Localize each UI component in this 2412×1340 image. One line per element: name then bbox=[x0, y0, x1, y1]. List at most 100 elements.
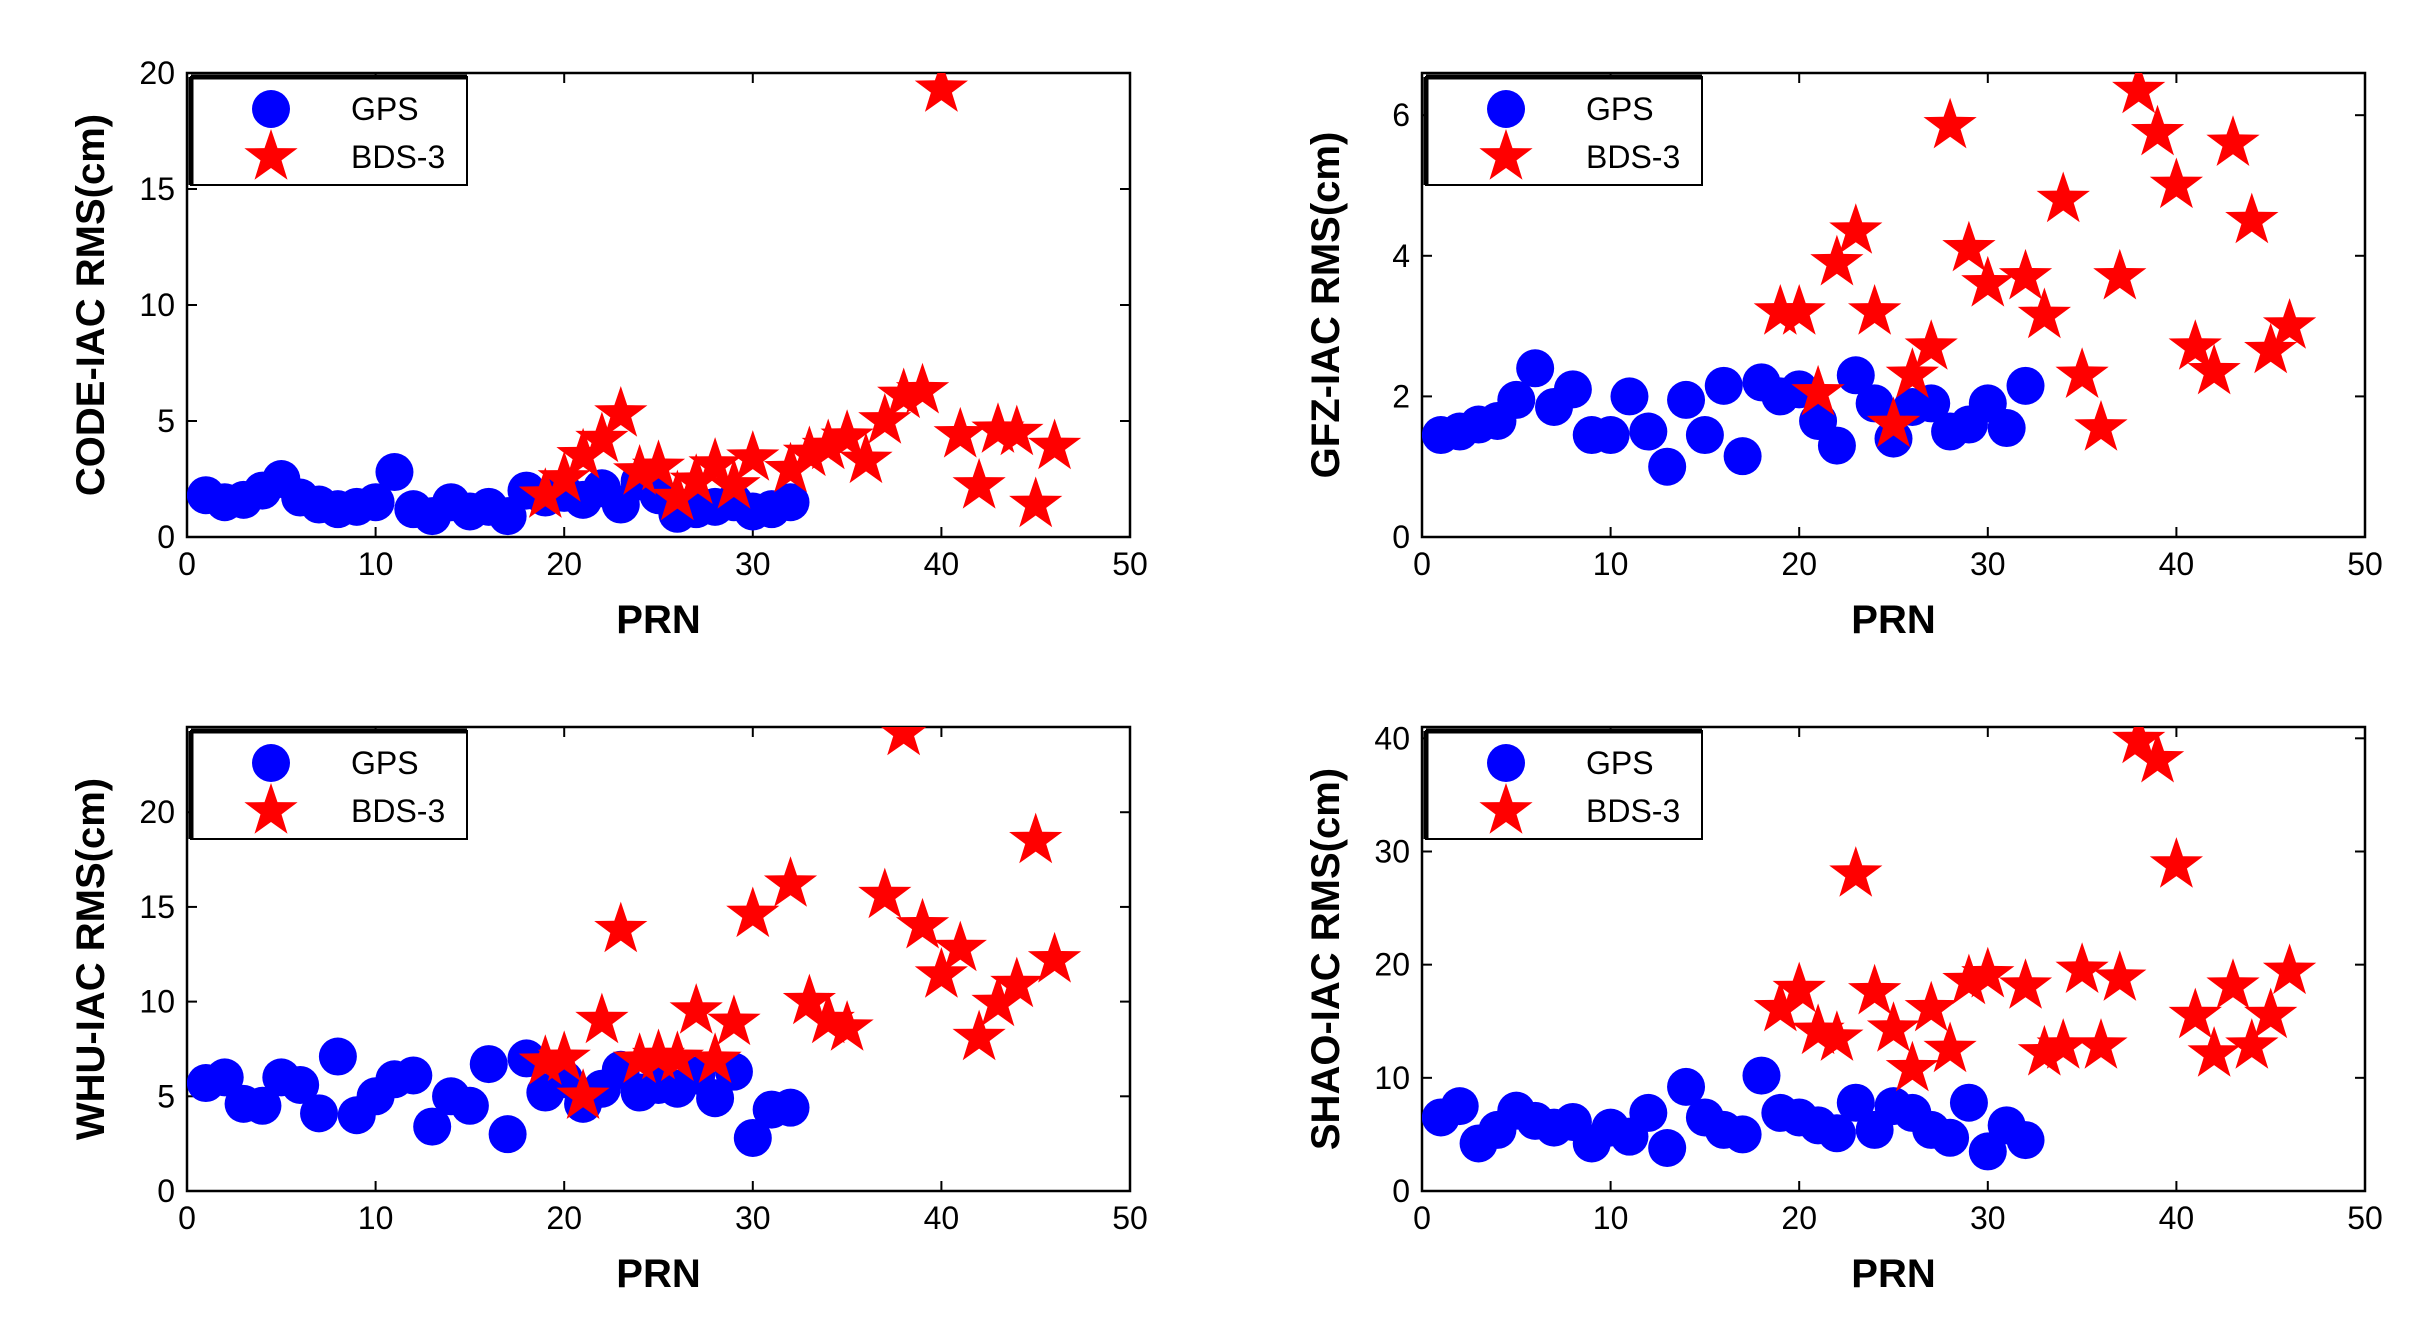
bds3-point bbox=[575, 411, 629, 463]
chart-whu: 0 10 20 30 40 50 0 5 10 15 20 PRN WHU-IAC RMS(cm) GPS… bbox=[69, 725, 1148, 1296]
y-tick-label-whu: 15 bbox=[139, 889, 175, 925]
bds3-point bbox=[537, 1030, 591, 1082]
bds3-point bbox=[613, 444, 667, 495]
gps-point bbox=[1610, 377, 1649, 416]
bds3-point bbox=[2036, 1018, 2090, 1069]
x-tick-label-code: 0 bbox=[178, 546, 196, 582]
bds3-point bbox=[2187, 343, 2241, 395]
legend-code bbox=[190, 76, 468, 186]
plot-area-whu bbox=[187, 727, 1082, 1157]
y-tick-label-shao: 10 bbox=[1374, 1060, 1410, 1096]
bds3-point bbox=[518, 1034, 572, 1085]
bds3-point bbox=[1998, 248, 2053, 300]
bds3-point bbox=[2130, 731, 2185, 783]
gps-point bbox=[1912, 384, 1951, 423]
x-tick-label-code: 40 bbox=[924, 546, 960, 582]
x-tick-label-gfz: 40 bbox=[2159, 546, 2195, 582]
gps-point bbox=[375, 453, 414, 492]
bds3-point bbox=[1904, 319, 1958, 370]
x-tick-label-whu: 50 bbox=[1112, 1200, 1148, 1236]
bds3-point bbox=[933, 406, 987, 458]
chart-shao: 0 10 20 30 40 50 0 10 20 30 40 PRN SHAO-IAC RMS(cm) G… bbox=[1304, 720, 2383, 1296]
legend-gps-marker bbox=[252, 90, 290, 128]
bds3-point bbox=[594, 901, 648, 953]
x-tick-label-shao: 40 bbox=[2159, 1200, 2195, 1236]
legend-bds3-marker bbox=[1479, 783, 1533, 834]
bds3-point bbox=[726, 430, 780, 481]
x-tick-label-whu: 10 bbox=[358, 1200, 394, 1236]
y-tick-label-gfz: 6 bbox=[1392, 97, 1410, 133]
bds3-point bbox=[556, 427, 610, 479]
x-tick-label-whu: 0 bbox=[178, 1200, 196, 1236]
bds3-point bbox=[2017, 1024, 2071, 1076]
gps-point bbox=[488, 1115, 527, 1154]
gps-point bbox=[1516, 349, 1555, 388]
y-tick-label-code: 0 bbox=[157, 519, 175, 555]
gps-point bbox=[469, 1045, 508, 1084]
bds3-point bbox=[1810, 1010, 1864, 1061]
y-axis-label-whu: WHU-IAC RMS(cm) bbox=[69, 778, 113, 1140]
bds3-point bbox=[2262, 943, 2317, 995]
bds3-point bbox=[650, 1030, 704, 1082]
legend-label-gps: GPS bbox=[1586, 91, 1654, 127]
bds3-point bbox=[914, 73, 968, 112]
bds3-point bbox=[895, 897, 950, 949]
bds3-point bbox=[952, 1009, 1006, 1061]
gps-point bbox=[1685, 416, 1724, 455]
gps-point bbox=[1742, 1056, 1781, 1095]
bds3-point bbox=[669, 983, 723, 1034]
x-tick-label-code: 50 bbox=[1112, 546, 1148, 582]
bds3-point bbox=[2017, 287, 2071, 339]
legend-label-gps: GPS bbox=[351, 745, 419, 781]
bds3-point bbox=[1848, 963, 1902, 1015]
bds3-point bbox=[1904, 980, 1958, 1032]
bds3-point bbox=[1753, 980, 1807, 1032]
bds3-point bbox=[2262, 298, 2317, 349]
legend-label-bds3: BDS-3 bbox=[1586, 139, 1680, 175]
legend-label-gps: GPS bbox=[1586, 745, 1654, 781]
legend-gps-marker bbox=[252, 744, 290, 782]
bds3-point bbox=[1027, 931, 1082, 983]
x-axis-label-whu: PRN bbox=[616, 1252, 700, 1296]
x-tick-label-shao: 0 bbox=[1413, 1200, 1431, 1236]
axes-box-gfz bbox=[1420, 71, 2367, 539]
bds3-point bbox=[2168, 987, 2222, 1039]
y-tick-label-whu: 0 bbox=[157, 1173, 175, 1209]
y-tick-label-shao: 0 bbox=[1392, 1173, 1410, 1209]
x-tick-label-gfz: 20 bbox=[1781, 546, 1817, 582]
bds3-point bbox=[2149, 837, 2203, 888]
bds3-point bbox=[2093, 950, 2147, 1001]
bds3-point bbox=[1885, 1040, 1939, 1092]
plot-area-gfz bbox=[1422, 73, 2317, 486]
x-tick-label-gfz: 0 bbox=[1413, 546, 1431, 582]
bds3-point bbox=[2244, 987, 2298, 1039]
x-tick-label-shao: 10 bbox=[1593, 1200, 1629, 1236]
y-tick-label-gfz: 4 bbox=[1392, 238, 1410, 274]
bds3-point bbox=[1009, 476, 1063, 528]
y-tick-label-code: 15 bbox=[139, 171, 175, 207]
gps-point bbox=[450, 1086, 489, 1125]
x-tick-label-whu: 40 bbox=[924, 1200, 960, 1236]
bds3-point bbox=[1791, 1003, 1845, 1055]
bds3-point bbox=[650, 469, 704, 521]
bds3-point bbox=[2036, 171, 2090, 223]
bds3-point bbox=[858, 393, 912, 444]
gps-point bbox=[1723, 1115, 1762, 1154]
bds3-point bbox=[1961, 946, 2015, 998]
bds3-point bbox=[971, 975, 1025, 1027]
bds3-point bbox=[613, 1032, 667, 1083]
legend-label-bds3: BDS-3 bbox=[351, 793, 445, 829]
bds3-point bbox=[1923, 1021, 1977, 1073]
bds3-point bbox=[707, 994, 761, 1046]
gps-point bbox=[394, 1056, 433, 1095]
bds3-point bbox=[881, 727, 927, 756]
gps-point bbox=[1629, 412, 1668, 451]
bds3-point bbox=[518, 467, 572, 518]
gps-point bbox=[1440, 1087, 1479, 1126]
x-tick-label-shao: 30 bbox=[1970, 1200, 2006, 1236]
bds3-point bbox=[2074, 400, 2128, 451]
bds3-point bbox=[1753, 284, 1807, 335]
gps-point bbox=[1836, 1083, 1875, 1122]
gps-point bbox=[771, 483, 810, 522]
